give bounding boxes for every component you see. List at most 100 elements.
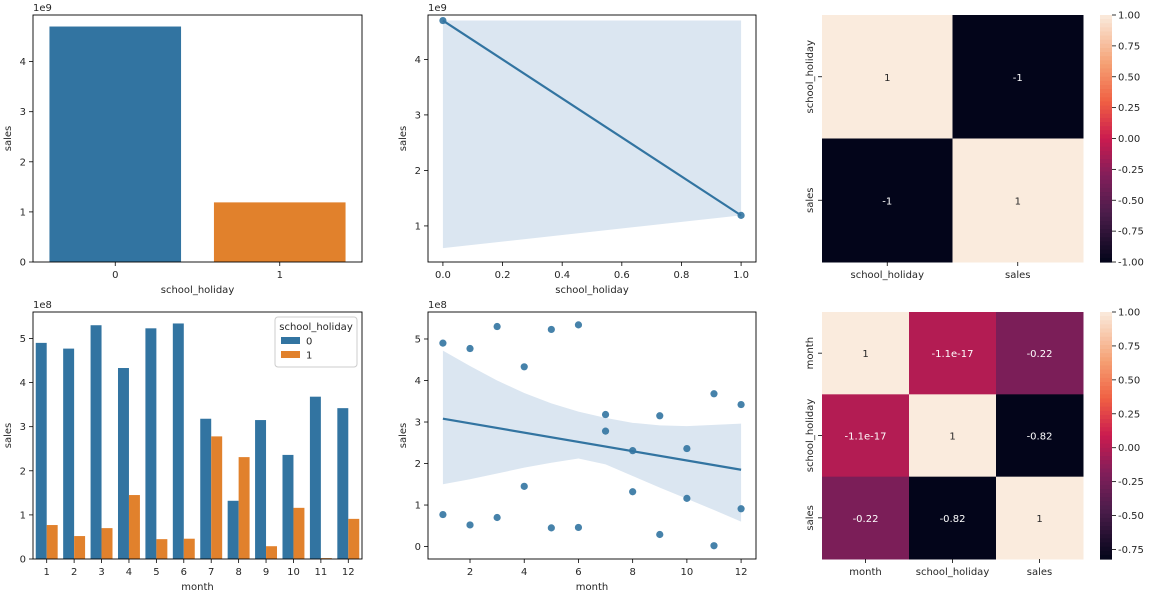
heatmap-cell [996, 312, 1084, 395]
bar [348, 518, 360, 559]
colorbar-segment [1100, 431, 1112, 437]
colorbar-segment [1100, 39, 1112, 45]
colorbar-segment [1100, 414, 1112, 420]
y-tick-label: 1 [20, 510, 26, 521]
colorbar-segment [1100, 109, 1112, 115]
colorbar-segment [1100, 19, 1112, 24]
colorbar-segment [1100, 517, 1112, 523]
colorbar-segment [1100, 171, 1112, 177]
colorbar-segment [1100, 344, 1112, 350]
colorbar-segment [1100, 427, 1112, 432]
legend: school_holiday 0 1 [274, 316, 358, 368]
x-tick-label: 0.2 [495, 270, 511, 281]
y-tick-label: 0 [20, 555, 26, 566]
colorbar-segment [1100, 340, 1112, 346]
colorbar-segment [1100, 101, 1112, 107]
colorbar-segment [1100, 456, 1112, 461]
colorbar-segment [1100, 373, 1112, 379]
colorbar-segment [1100, 93, 1112, 98]
heatmap-cell [909, 394, 997, 478]
scatter-point [683, 444, 691, 453]
scatter-point [439, 339, 447, 347]
colorbar-segment [1100, 163, 1112, 168]
colorbar-segment [1100, 546, 1112, 552]
heatmap-cell [996, 394, 1084, 478]
bar [255, 420, 267, 559]
x-tick-label: 4 [521, 567, 527, 578]
colorbar-segment [1100, 386, 1112, 391]
colorbar-segment [1100, 472, 1112, 478]
colorbar-segment [1100, 353, 1112, 358]
scatter-point [493, 513, 501, 522]
regression-line [442, 19, 742, 217]
heatmap-cell-label: 1 [1015, 196, 1021, 207]
heatmap-cell [996, 476, 1084, 560]
y-tick-label: 5 [20, 334, 26, 345]
bar [282, 454, 294, 559]
confidence-band [442, 350, 742, 522]
x-tick-label: 12 [342, 567, 355, 578]
y-tick-label: 1 [415, 501, 421, 512]
heatmap-cell [952, 15, 1084, 139]
colorbar-tick-label: -0.50 [1118, 196, 1144, 207]
colorbar-segment [1100, 138, 1112, 144]
y-tick-label: 3 [415, 110, 421, 121]
colorbar-segment [1100, 212, 1112, 218]
x-axis-label: month [576, 582, 608, 593]
colorbar-segment [1100, 530, 1112, 535]
y-tick-label: 2 [415, 166, 421, 177]
colorbar-tick-label: 1.00 [1118, 308, 1140, 319]
colorbar-segment [1100, 208, 1112, 214]
scatter-point [737, 505, 745, 513]
colorbar-segment [1100, 542, 1112, 548]
colorbar-segment [1100, 216, 1112, 222]
regression-line [442, 417, 742, 471]
column-label: sales [1005, 270, 1030, 281]
bar [101, 528, 113, 559]
x-tick-label: 10 [681, 567, 694, 578]
bar [183, 538, 195, 559]
x-tick-label: 1 [44, 567, 50, 578]
scatter-point [710, 390, 718, 398]
heatmap-cell [822, 476, 910, 560]
bar [213, 202, 346, 262]
colorbar-segment [1100, 554, 1112, 560]
colorbar-segment [1100, 23, 1112, 28]
bar [49, 26, 182, 262]
colorbar-segment [1100, 192, 1112, 197]
x-tick-label: 6 [575, 567, 581, 578]
colorbar-segment [1100, 324, 1112, 330]
colorbar-segment [1100, 204, 1112, 210]
colorbar-segment [1100, 377, 1112, 383]
x-tick-label: 3 [98, 567, 104, 578]
x-tick-label: 7 [208, 567, 214, 578]
colorbar-segment [1100, 369, 1112, 375]
scatter-point [520, 482, 528, 490]
scatter-point [547, 524, 555, 532]
colorbar-segment [1100, 27, 1112, 33]
colorbar-segment [1100, 159, 1112, 164]
colorbar-segment [1100, 501, 1112, 507]
colorbar-tick-label: 0.50 [1118, 72, 1140, 83]
y-tick-label: 0 [20, 258, 26, 269]
colorbar-segment [1100, 224, 1112, 230]
colorbar-segment [1100, 60, 1112, 65]
colorbar-segment [1100, 365, 1112, 371]
colorbar-segment [1100, 443, 1112, 449]
bar [156, 539, 168, 559]
colorbar-segment [1100, 97, 1112, 103]
row-label: school_holiday [805, 40, 816, 114]
scatter-point [683, 494, 691, 502]
colorbar-segment [1100, 47, 1112, 53]
colorbar-segment [1100, 187, 1112, 193]
bar [128, 495, 140, 559]
colorbar-segment [1100, 493, 1112, 498]
y-tick-label: 0 [415, 542, 421, 553]
heatmap-cell [822, 312, 910, 395]
colorbar-tick-label: -0.75 [1118, 227, 1144, 238]
column-label: school_holiday [851, 270, 925, 281]
chart-month-bar: 1 2 3 4 5 6 7 8 9 10 11 12012345sales1e8monthschool… [3, 300, 363, 593]
colorbar-tick-label: -0.25 [1118, 477, 1144, 488]
legend-title: school_holiday [279, 322, 353, 333]
colorbar-segment [1100, 183, 1112, 189]
